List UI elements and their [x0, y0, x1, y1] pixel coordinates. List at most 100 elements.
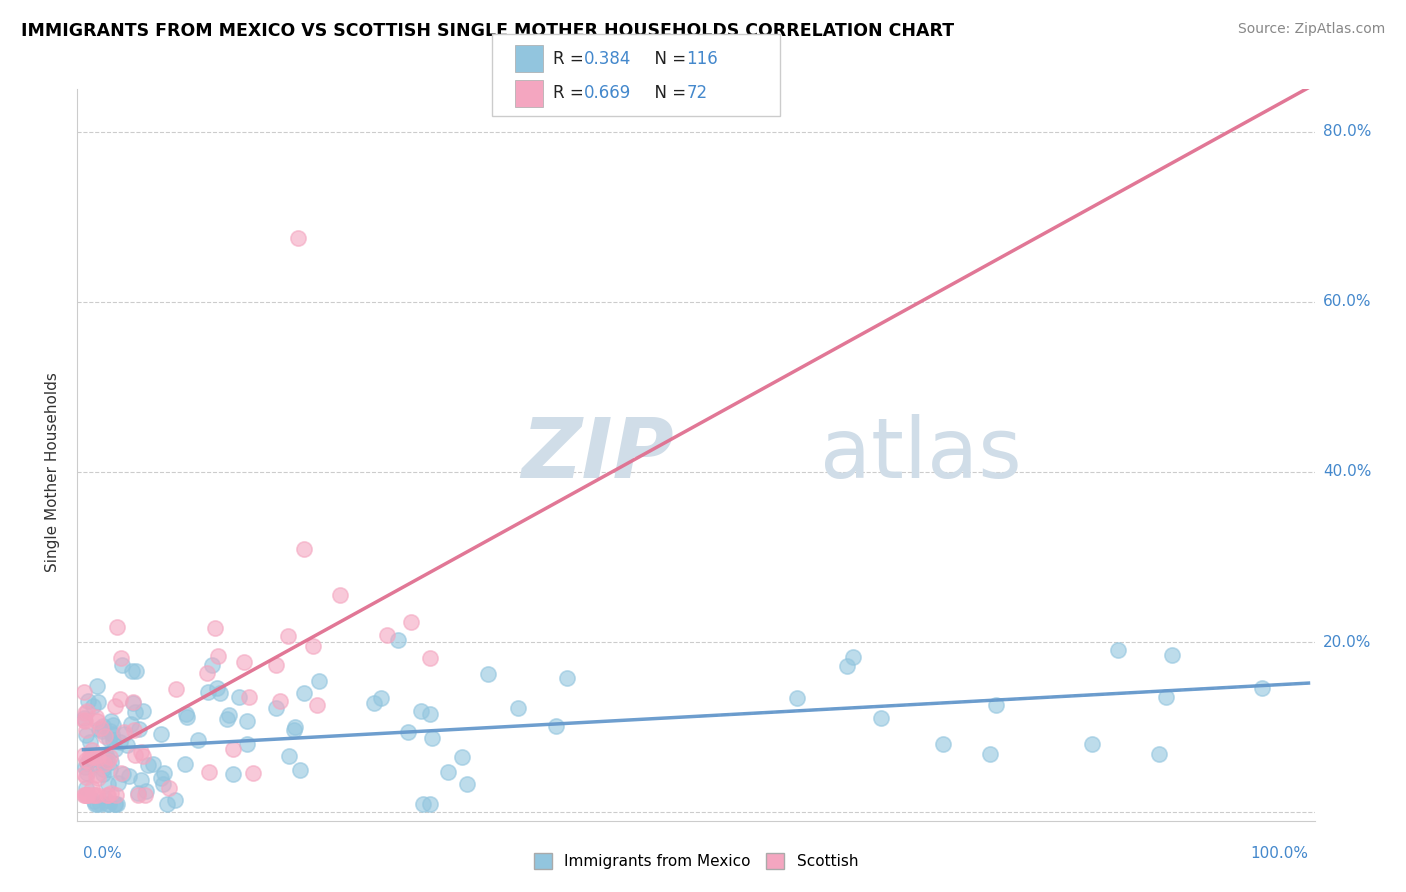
Point [1251, 681, 1274, 696]
Point [76, 694, 98, 708]
Point [135, 784, 157, 798]
Point [153, 766, 176, 780]
Point [91, 718, 114, 732]
Point [76, 704, 98, 718]
Point [150, 727, 173, 741]
Point [121, 696, 143, 710]
Point [79, 735, 101, 749]
Point [73, 759, 96, 773]
Point [308, 673, 330, 688]
Legend: Immigrants from Mexico, Scottish: Immigrants from Mexico, Scottish [527, 847, 865, 875]
Point [278, 749, 301, 764]
Point [1154, 690, 1177, 704]
Point [420, 731, 443, 745]
Point [83, 794, 105, 808]
Point [100, 714, 122, 729]
Point [149, 772, 172, 786]
Point [264, 657, 287, 672]
Point [105, 788, 128, 802]
Point [75, 714, 97, 728]
Point [90, 722, 112, 736]
Point [97, 788, 120, 802]
Point [125, 664, 148, 678]
Point [138, 757, 160, 772]
Point [98, 763, 121, 777]
Point [86, 679, 108, 693]
Text: 0.669: 0.669 [583, 84, 631, 103]
Point [77, 788, 100, 802]
Point [120, 717, 142, 731]
Point [238, 690, 260, 705]
Point [411, 704, 433, 718]
Text: 116: 116 [686, 50, 718, 68]
Point [108, 735, 131, 749]
Point [236, 737, 259, 751]
Point [77, 754, 100, 768]
Point [307, 698, 329, 713]
Point [451, 750, 474, 764]
Point [201, 657, 224, 672]
Point [292, 686, 315, 700]
Point [506, 701, 529, 715]
Point [100, 755, 122, 769]
Point [127, 786, 149, 800]
Point [377, 628, 399, 642]
Text: N =: N = [644, 84, 692, 103]
Point [110, 651, 132, 665]
Point [115, 738, 138, 752]
Text: 80.0%: 80.0% [1323, 124, 1372, 139]
Point [363, 696, 385, 710]
Point [75, 706, 97, 721]
Point [73, 713, 96, 727]
Point [197, 685, 219, 699]
Point [118, 769, 141, 783]
Point [412, 797, 434, 811]
Point [835, 659, 858, 673]
Point [97, 754, 120, 768]
Point [870, 711, 893, 725]
Point [284, 720, 307, 734]
Point [84, 797, 107, 811]
Text: 60.0%: 60.0% [1323, 294, 1372, 310]
Point [152, 777, 174, 791]
Point [1160, 648, 1182, 663]
Point [236, 714, 259, 728]
Point [104, 742, 127, 756]
Point [477, 667, 499, 681]
Point [208, 686, 231, 700]
Point [103, 718, 125, 732]
Point [86, 751, 108, 765]
Point [75, 753, 97, 767]
Point [437, 764, 460, 779]
Point [132, 748, 155, 763]
Point [94, 730, 117, 744]
Text: atlas: atlas [820, 415, 1021, 495]
Point [204, 621, 226, 635]
Point [75, 723, 97, 738]
Point [121, 694, 143, 708]
Point [93, 756, 115, 771]
Point [111, 658, 134, 673]
Point [83, 757, 105, 772]
Text: 40.0%: 40.0% [1323, 465, 1372, 479]
Point [105, 797, 128, 811]
Point [80, 743, 103, 757]
Point [112, 727, 135, 741]
Point [75, 788, 97, 802]
Point [1149, 747, 1171, 762]
Point [165, 682, 187, 697]
Text: R =: R = [553, 84, 589, 103]
Point [93, 752, 115, 766]
Point [396, 725, 419, 739]
Point [87, 695, 110, 709]
Point [370, 691, 392, 706]
Point [111, 766, 134, 780]
Point [786, 690, 808, 705]
Point [142, 756, 165, 771]
Point [121, 664, 143, 678]
Point [287, 231, 309, 245]
Point [842, 649, 865, 664]
Point [73, 748, 96, 763]
Point [932, 737, 955, 751]
Point [91, 723, 114, 738]
